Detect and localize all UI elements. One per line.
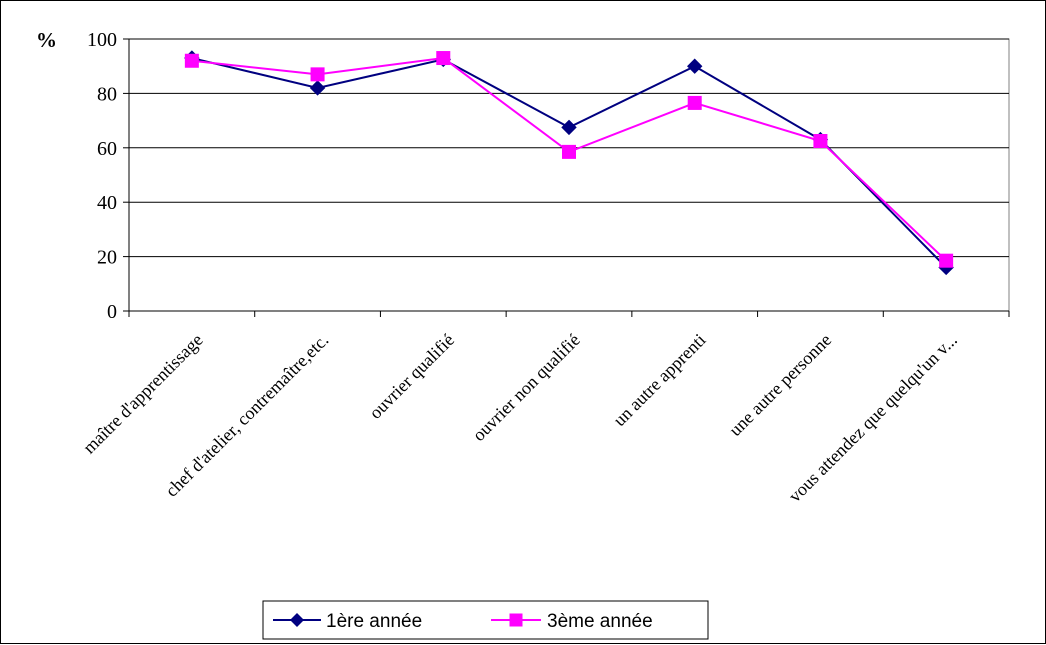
data-point-square xyxy=(310,67,325,82)
plot-background xyxy=(128,38,1010,312)
y-tick-label: 20 xyxy=(97,247,117,269)
legend-marker-square xyxy=(509,613,523,627)
y-tick-label: 80 xyxy=(97,83,117,105)
data-point-square xyxy=(939,253,954,268)
series-layer xyxy=(184,50,954,276)
data-point-diamond xyxy=(561,119,577,136)
legend-box xyxy=(262,600,709,640)
data-point-square xyxy=(436,51,451,66)
x-category-label: ouvrier qualifié xyxy=(365,330,458,423)
x-category-label: un autre apprenti xyxy=(609,330,709,430)
legend-label: 1ère année xyxy=(326,611,422,632)
data-point-square xyxy=(184,53,199,68)
legend-label: 3ème année xyxy=(547,611,653,632)
data-point-square xyxy=(687,95,702,110)
legend: 1ère année 3ème année xyxy=(262,600,709,640)
data-point-square xyxy=(562,144,576,159)
x-category-label: une autre personne xyxy=(725,330,835,440)
data-point-square xyxy=(813,134,828,148)
data-point-diamond xyxy=(309,80,326,96)
y-tick-label: 40 xyxy=(97,192,117,214)
y-axis-unit-label: % xyxy=(36,28,57,52)
x-category-label: ouvrier non qualifié xyxy=(469,330,584,445)
y-tick-label: 100 xyxy=(87,29,117,51)
data-point-diamond xyxy=(687,58,703,74)
y-axis-ticks: 0 20 40 60 80 100 xyxy=(87,29,1009,323)
y-tick-label: 60 xyxy=(97,138,117,160)
plot-area xyxy=(128,38,1010,312)
y-tick-label: 0 xyxy=(107,301,117,323)
legend-marker-diamond xyxy=(290,613,304,627)
x-category-label: maître d'apprentissage xyxy=(79,330,207,458)
